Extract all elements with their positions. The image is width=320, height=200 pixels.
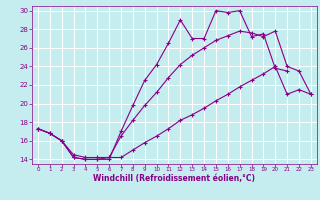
X-axis label: Windchill (Refroidissement éolien,°C): Windchill (Refroidissement éolien,°C) bbox=[93, 174, 255, 183]
